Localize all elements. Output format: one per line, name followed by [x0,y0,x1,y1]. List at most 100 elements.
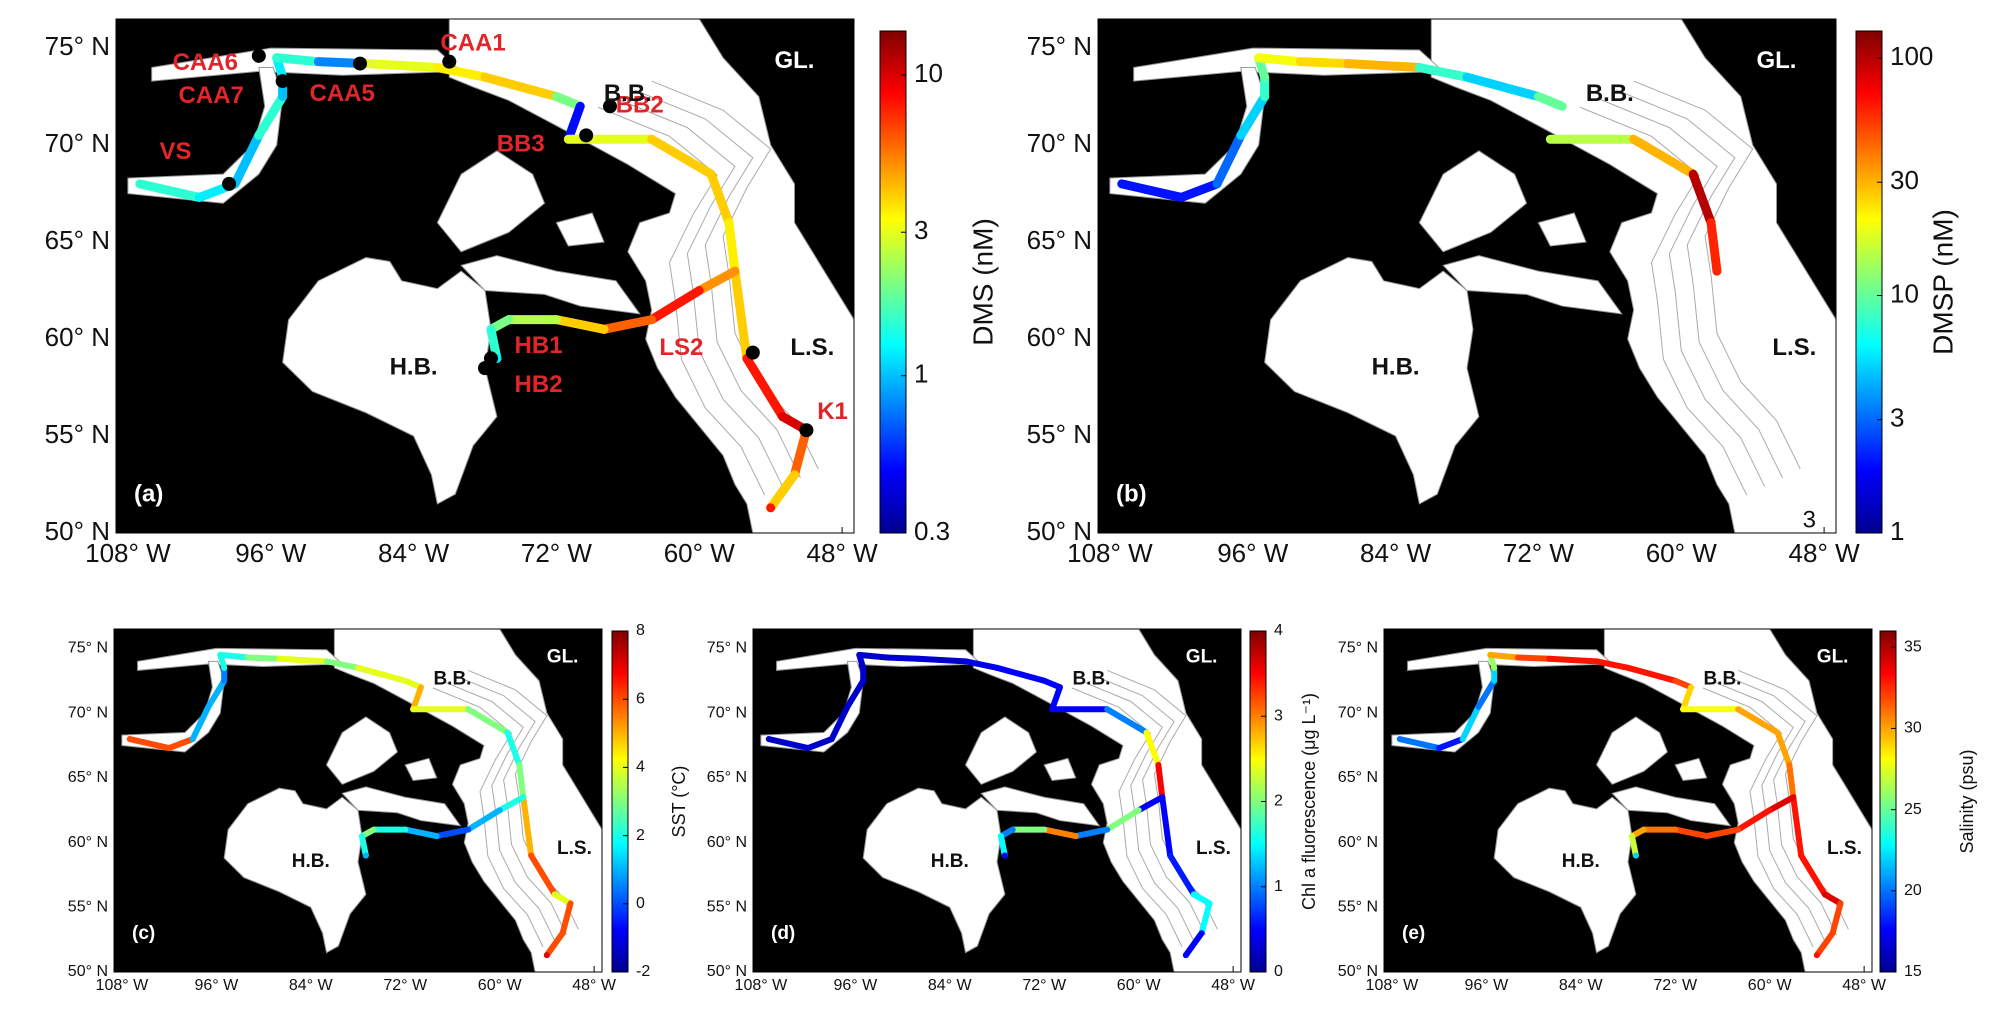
track-segment [1104,706,1150,736]
colorbar-tick-label: 3 [914,215,928,245]
region-label: H.B. [292,851,330,872]
x-tick-label: 108° W [735,977,789,994]
track-segment [496,794,527,814]
colorbar-tick-label: 1 [1274,878,1283,895]
track-segment [1159,794,1174,859]
track-segment [1735,807,1773,833]
x-tick-label: 60° W [1748,977,1793,994]
track-segment [1735,706,1781,736]
x-tick-label: 108° W [96,977,150,994]
x-tick-label: 108° W [85,538,171,568]
x-tick-label: 96° W [833,977,878,994]
track-segment [1546,655,1600,665]
map-area [114,629,602,972]
track-point [543,952,550,959]
y-tick-label: 60° N [707,834,747,851]
track-segment [1766,794,1797,814]
region-label: H.B. [931,851,969,872]
map-frame [1383,628,1873,973]
water [1595,716,1668,785]
y-tick-label: 70° N [1338,704,1378,721]
station-dot [478,361,492,376]
track-point [1001,852,1008,859]
panel-note: 3 [1803,506,1816,533]
colorbar-tick-label: 3 [1890,403,1904,433]
station-label: CAA7 [179,82,244,109]
track-segment [1049,684,1063,713]
colorbar-tick-label: 1 [1890,516,1904,546]
track-segment [706,169,734,228]
depth-contour [615,98,784,487]
y-tick-label: 70° N [1027,128,1092,158]
station-label: CAA5 [309,80,374,107]
y-tick-label: 75° N [707,640,747,657]
region-label: GL. [1186,646,1218,667]
station-dot [222,176,237,191]
water [1418,150,1528,253]
y-tick-label: 50° N [68,963,108,980]
x-tick-label: 72° W [383,977,428,994]
station-label: HB1 [515,332,563,359]
depth-contour [633,89,801,478]
x-tick-label: 48° W [572,977,617,994]
map-panel: B.B. GL. H.B. L.S. (e) 108° W 96° W 84° W 72° W 6… [1338,628,1977,994]
region-label: L.S. [1196,838,1231,859]
y-tick-label: 65° N [1027,225,1092,255]
track-segment [1198,900,1213,937]
colorbar-label: DMSP (nM) [1927,209,1958,355]
track-segment [135,179,204,202]
track-segment [1167,852,1197,898]
region-label: B.B. [604,80,652,107]
track-segment [1236,92,1270,140]
track-segment [1790,794,1805,859]
track-segment [1680,684,1694,713]
station-dot [602,99,617,114]
track-segment [1533,92,1567,111]
track-segment [1117,179,1186,202]
track-segment [766,470,799,513]
track-segment [1190,891,1213,907]
colorbar [1855,30,1883,534]
x-tick-label: 96° W [194,977,239,994]
track-segment [520,794,535,859]
colorbar-tick-label: 0 [1274,963,1283,980]
y-tick-label: 60° N [1338,834,1378,851]
track-segment [1072,826,1111,840]
track-segment [1436,736,1466,752]
track-segment [361,59,442,72]
track-segment [1176,179,1222,202]
track-segment [1706,218,1722,276]
water [1264,257,1480,505]
y-tick-label: 55° N [707,899,747,916]
water [223,787,367,954]
region-label: L.S. [790,334,834,361]
x-tick-label: 96° W [1464,977,1509,994]
track-segment [1625,664,1679,684]
x-tick-label: 48° W [1842,977,1887,994]
depth-contour [1615,89,1783,478]
region-label: B.B. [1072,668,1110,689]
water [325,716,398,785]
panel-label: (b) [1116,480,1147,507]
x-tick-label: 72° W [1503,538,1575,568]
y-tick-label: 60° N [68,834,108,851]
colorbar-tick-label: 30 [1890,165,1919,195]
depth-contour [444,681,556,942]
colorbar-tick-label: 10 [914,58,943,88]
track-segment [1703,826,1742,840]
panel-label: (e) [1402,923,1425,944]
water [980,786,1101,827]
station-dot [353,56,368,71]
y-tick-label: 55° N [68,899,108,916]
colorbar-tick-label: 3 [1274,707,1283,724]
station-label: BB2 [616,92,664,119]
water [1537,212,1587,247]
station-dot [579,128,594,143]
depth-contour [1083,681,1195,942]
track-segment [883,654,922,662]
depth-contour [1633,80,1801,470]
y-tick-label: 65° N [1338,769,1378,786]
y-tick-label: 50° N [45,516,110,546]
depth-contour [456,675,568,936]
track-segment [410,684,424,713]
